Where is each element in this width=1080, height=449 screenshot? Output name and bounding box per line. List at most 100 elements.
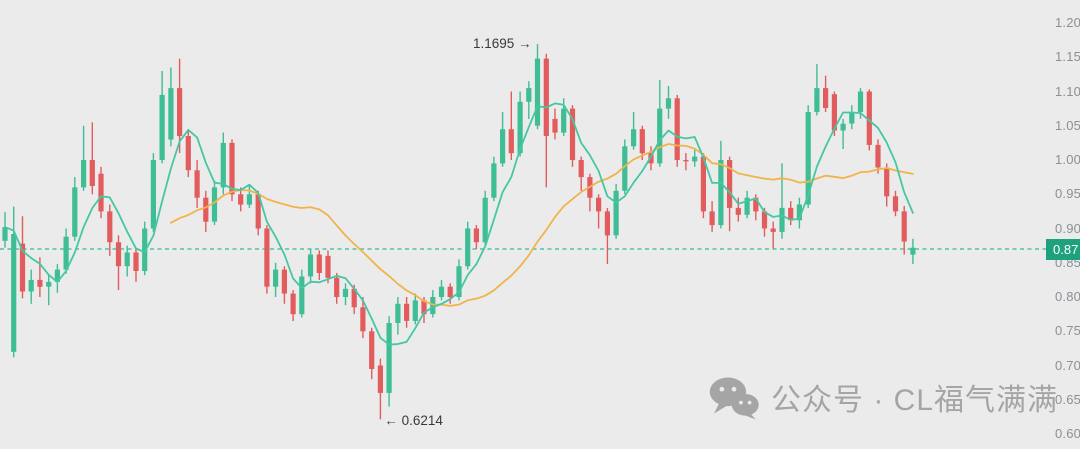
bearish-candle xyxy=(421,300,427,315)
bearish-candle xyxy=(351,288,357,308)
bullish-candle xyxy=(910,247,916,255)
bearish-candle xyxy=(596,197,602,212)
bearish-candle xyxy=(823,88,829,108)
bearish-candle xyxy=(377,365,383,393)
bearish-candle xyxy=(866,91,872,145)
bullish-candle xyxy=(342,288,349,297)
bullish-candle xyxy=(796,204,802,221)
bearish-candle xyxy=(133,252,139,271)
bullish-candle xyxy=(246,194,252,205)
bullish-candle xyxy=(500,129,506,164)
bearish-candle xyxy=(194,170,200,198)
bullish-candle xyxy=(28,279,34,292)
bullish-candle xyxy=(273,269,279,287)
bullish-candle xyxy=(657,108,663,164)
bullish-candle xyxy=(456,266,462,297)
bullish-candle xyxy=(465,228,471,267)
ma-slow-line xyxy=(170,143,914,307)
bullish-candle xyxy=(631,129,637,147)
bearish-candle xyxy=(325,255,331,278)
bullish-candle xyxy=(430,297,436,315)
bullish-candle xyxy=(779,207,785,232)
bullish-candle xyxy=(438,286,445,297)
bullish-candle xyxy=(142,228,148,271)
bearish-candle xyxy=(98,173,104,212)
bearish-candle xyxy=(543,58,549,136)
bearish-candle xyxy=(761,211,768,229)
ma-fast-line xyxy=(4,102,914,346)
bearish-candle xyxy=(316,254,322,273)
bearish-candle xyxy=(788,207,794,221)
bullish-candle xyxy=(482,197,488,243)
bearish-candle xyxy=(447,286,453,297)
bearish-candle xyxy=(107,211,113,243)
bullish-candle xyxy=(491,163,497,198)
bullish-candle xyxy=(81,160,87,188)
bullish-candle xyxy=(857,91,864,113)
bullish-candle xyxy=(150,160,156,229)
bearish-candle xyxy=(177,88,183,137)
bearish-candle xyxy=(37,279,43,287)
bearish-candle xyxy=(569,108,576,160)
bearish-candle xyxy=(709,211,715,226)
bearish-candle xyxy=(334,277,340,297)
bearish-candle xyxy=(683,160,689,162)
bearish-candle xyxy=(753,197,759,212)
bullish-candle xyxy=(718,160,724,226)
bullish-candle xyxy=(159,94,165,160)
bullish-candle xyxy=(561,108,567,133)
bearish-candle xyxy=(290,293,296,315)
bearish-candle xyxy=(404,303,410,321)
bullish-candle xyxy=(395,303,401,323)
bullish-candle xyxy=(412,300,418,321)
low-annotation: ← 0.6214 xyxy=(384,413,443,429)
bullish-candle xyxy=(11,234,17,352)
bearish-candle xyxy=(578,160,584,178)
bullish-candle xyxy=(534,58,541,126)
bullish-candle xyxy=(220,142,226,188)
bullish-candle xyxy=(744,197,750,215)
bearish-candle xyxy=(508,129,514,154)
bearish-candle xyxy=(735,207,741,215)
bullish-candle xyxy=(526,88,532,102)
bearish-candle xyxy=(901,211,907,242)
bearish-candle xyxy=(281,269,287,294)
bearish-candle xyxy=(639,129,645,154)
bearish-candle xyxy=(831,94,837,131)
bullish-candle xyxy=(211,187,218,222)
bearish-candle xyxy=(875,144,881,168)
current-price-value: 0.87 xyxy=(1053,241,1079,257)
bullish-candle xyxy=(46,281,52,287)
bearish-candle xyxy=(884,167,890,197)
bullish-candle xyxy=(692,156,698,162)
bearish-candle xyxy=(115,242,122,267)
bearish-candle xyxy=(360,307,366,332)
bearish-candle xyxy=(892,196,899,212)
bearish-candle xyxy=(203,197,209,222)
bearish-candle xyxy=(770,228,776,232)
bullish-candle xyxy=(63,236,69,270)
bullish-candle xyxy=(72,187,78,237)
bearish-candle xyxy=(604,211,610,236)
bullish-candle xyxy=(124,252,130,267)
bullish-candle xyxy=(54,269,60,282)
bullish-candle xyxy=(814,88,820,113)
bullish-candle xyxy=(805,112,811,205)
bearish-candle xyxy=(473,228,479,243)
bullish-candle xyxy=(849,112,855,124)
bearish-candle xyxy=(238,194,244,205)
bullish-candle xyxy=(299,276,305,315)
bearish-candle xyxy=(19,243,26,292)
bullish-candle xyxy=(307,254,314,277)
bearish-candle xyxy=(674,98,680,160)
bearish-candle xyxy=(552,118,558,133)
bearish-candle xyxy=(255,194,261,229)
bullish-candle xyxy=(840,123,846,131)
bullish-candle xyxy=(2,227,8,241)
bearish-candle xyxy=(229,142,235,195)
bullish-candle xyxy=(622,146,628,191)
bearish-candle xyxy=(185,136,191,171)
bullish-candle xyxy=(386,323,392,393)
